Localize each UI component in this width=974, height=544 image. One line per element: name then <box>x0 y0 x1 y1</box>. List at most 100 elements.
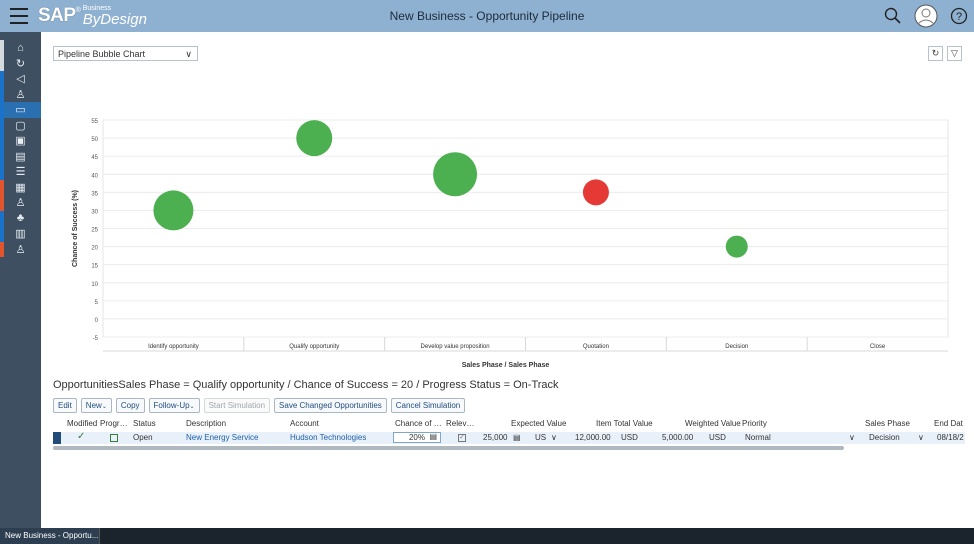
y-tick-label: 20 <box>91 246 98 252</box>
business-card-icon: ▭ <box>15 104 26 117</box>
view-select-dropdown[interactable]: Pipeline Bubble Chart ∨ <box>53 46 198 61</box>
modified-check-icon: ✓ <box>77 431 86 442</box>
copy-button[interactable]: Copy <box>115 398 145 413</box>
col-weighted-value[interactable]: Weighted Value <box>685 419 741 428</box>
col-progress[interactable]: Progr… <box>100 419 128 428</box>
clipboard-icon: ▤ <box>15 150 26 163</box>
col-description[interactable]: Description <box>186 419 227 428</box>
cell-item-total-currency: USD <box>621 433 638 442</box>
chevron-down-icon[interactable]: ∨ <box>849 433 855 442</box>
start-simulation-button[interactable]: Start Simulation <box>203 398 271 413</box>
col-priority[interactable]: Priority <box>742 419 767 428</box>
help-icon[interactable]: ? <box>950 7 968 25</box>
x-tick-label: Decision <box>725 344 748 350</box>
cell-end-date[interactable]: 08/18/2 <box>937 433 964 442</box>
sidebar-item-checklist[interactable]: ☰ <box>0 164 41 180</box>
calculator-icon[interactable]: ▤ <box>513 433 521 442</box>
sidebar-accent-bar <box>0 148 4 164</box>
sidebar-item-handshake[interactable]: ♣ <box>0 210 41 226</box>
y-tick-label: 40 <box>91 173 98 179</box>
new-button[interactable]: New⌄ <box>80 398 112 413</box>
home-icon: ⌂ <box>17 41 24 54</box>
cancel-simulation-button[interactable]: Cancel Simulation <box>390 398 466 413</box>
y-tick-label: 0 <box>95 318 99 324</box>
x-tick-label: Close <box>870 344 886 350</box>
refresh-button[interactable]: ↻ <box>928 46 943 61</box>
sidebar-item-clipboard[interactable]: ▤ <box>0 148 41 164</box>
user-avatar-icon[interactable] <box>914 4 938 28</box>
cell-account-link[interactable]: Hudson Technologies <box>290 433 367 442</box>
y-axis-title: Chance of Success (%) <box>72 190 79 267</box>
col-item-total-value[interactable]: Item Total Value <box>596 419 653 428</box>
sidebar-item-tablet[interactable]: ▥ <box>0 226 41 242</box>
cell-sales-phase[interactable]: Decision <box>869 433 900 442</box>
dropdown-caret-icon: ⌄ <box>189 404 195 410</box>
bubble <box>433 152 478 197</box>
table-row[interactable]: ✓ Open New Energy Service Hudson Technol… <box>53 431 965 444</box>
sidebar-accent-bar <box>0 117 4 133</box>
chance-input[interactable]: 20% ▤ <box>393 432 441 443</box>
support-agent-icon: ♙ <box>15 243 26 256</box>
sidebar-item-home[interactable]: ⌂ <box>0 40 41 56</box>
col-status[interactable]: Status <box>133 419 156 428</box>
megaphone-icon: ◁ <box>16 73 25 86</box>
cell-description-link[interactable]: New Energy Service <box>186 433 259 442</box>
chevron-down-icon[interactable]: ∨ <box>918 433 924 442</box>
sidebar-accent-bar <box>0 241 4 257</box>
sidebar: ⌂ ↻ ◁ ♙ ▭ ▢ ▣ ▤ ☰ ▦ ♙ ♣ ▥ ♙ <box>0 32 41 528</box>
progress-on-track-icon <box>110 434 118 442</box>
x-tick-label: Qualify opportunity <box>289 344 339 350</box>
col-end-date[interactable]: End Dat <box>934 419 963 428</box>
cell-expected-currency[interactable]: US <box>535 433 547 442</box>
filter-button[interactable]: ▽ <box>947 46 962 61</box>
sidebar-item-support-agent[interactable]: ♙ <box>0 241 41 257</box>
menu-icon[interactable] <box>10 8 28 24</box>
sidebar-accent-bar <box>0 195 4 211</box>
calculator-icon[interactable]: ▤ <box>429 432 437 441</box>
sidebar-item-refresh[interactable]: ↻ <box>0 55 41 71</box>
documents-icon: ▣ <box>15 135 26 148</box>
x-tick-label: Develop value proposition <box>421 344 490 350</box>
sap-bydesign-logo: SAP ® Business ByDesign <box>38 5 147 27</box>
filter-summary: OpportunitiesSales Phase = Qualify oppor… <box>53 379 559 391</box>
sidebar-accent-bar <box>0 102 4 118</box>
sidebar-accent-bar <box>0 210 4 226</box>
save-changed-opportunities-button[interactable]: Save Changed Opportunities <box>274 398 387 413</box>
search-icon[interactable] <box>884 7 902 25</box>
cell-weighted-value: 5,000.00 <box>662 433 694 442</box>
sidebar-item-megaphone[interactable]: ◁ <box>0 71 41 87</box>
sidebar-item-contacts[interactable]: ♙ <box>0 86 41 102</box>
taskbar: New Business - Opportu... <box>0 528 974 544</box>
follow-up-button[interactable]: Follow-Up⌄ <box>148 398 200 413</box>
col-expected-value[interactable]: Expected Value <box>511 419 567 428</box>
sidebar-item-calendar[interactable]: ▦ <box>0 179 41 195</box>
sidebar-item-document[interactable]: ▢ <box>0 117 41 133</box>
horizontal-scrollbar[interactable] <box>53 446 844 450</box>
filter-icon: ▽ <box>951 48 958 58</box>
bubble <box>725 235 748 258</box>
chevron-down-icon[interactable]: ∨ <box>551 433 557 442</box>
sidebar-item-business-card[interactable]: ▭ <box>0 102 41 118</box>
cell-status: Open <box>133 433 153 442</box>
y-tick-label: 50 <box>91 137 98 143</box>
col-modified[interactable]: Modified <box>67 419 98 428</box>
cell-expected-value[interactable]: 25,000 <box>483 433 508 442</box>
tablet-icon: ▥ <box>15 228 26 241</box>
logo-business: Business <box>82 5 112 12</box>
relevant-checkbox[interactable]: ✓ <box>458 434 466 442</box>
y-tick-label: -5 <box>93 336 99 342</box>
sidebar-accent-bar <box>0 71 4 87</box>
col-relevant[interactable]: Relev… <box>446 419 475 428</box>
col-sales-phase[interactable]: Sales Phase <box>865 419 910 428</box>
taskbar-item[interactable]: New Business - Opportu... <box>0 528 100 544</box>
sidebar-item-documents[interactable]: ▣ <box>0 133 41 149</box>
dropdown-caret-icon: ⌄ <box>101 404 107 410</box>
sidebar-accent-bar <box>0 133 4 149</box>
cell-priority[interactable]: Normal <box>745 433 771 442</box>
col-account[interactable]: Account <box>290 419 319 428</box>
row-selector[interactable] <box>53 432 61 444</box>
edit-button[interactable]: Edit <box>53 398 77 413</box>
y-tick-label: 30 <box>91 209 98 215</box>
col-chance[interactable]: Chance of … <box>395 419 442 428</box>
sidebar-item-team[interactable]: ♙ <box>0 195 41 211</box>
